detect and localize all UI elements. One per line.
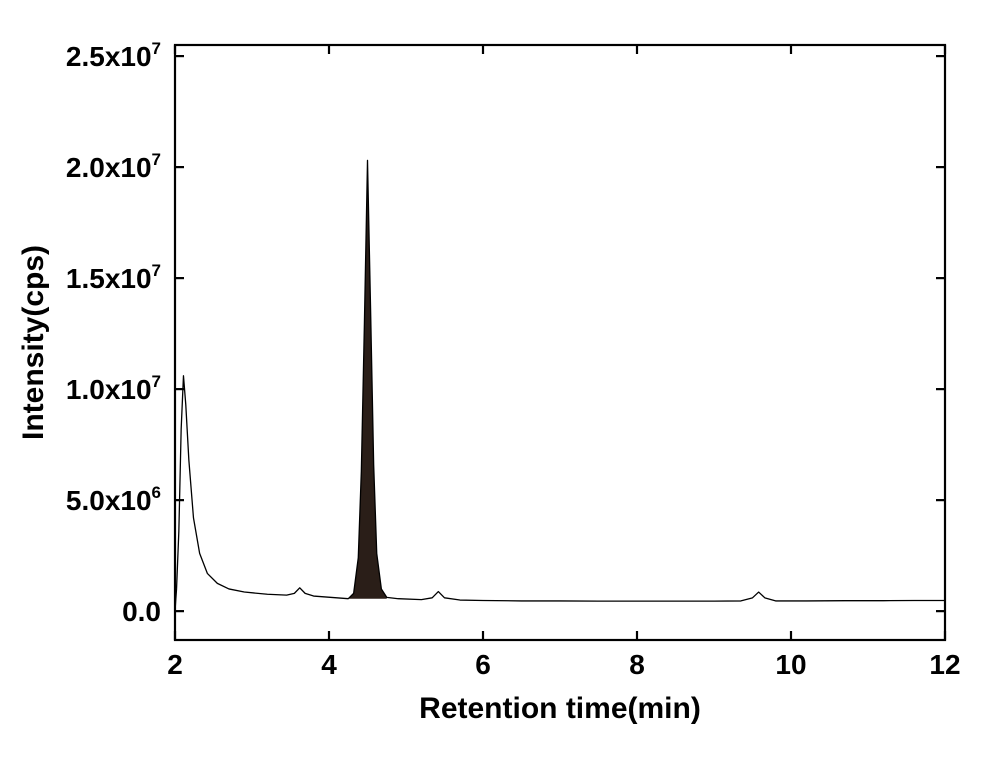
y-tick-label: 2.0x107 [66, 150, 161, 183]
x-tick-label: 12 [929, 649, 960, 680]
chart-svg: 2 4 6 8 10 12 0.0 5.0x106 1.0x107 1.5x107 2.0x107 2… [0, 0, 1000, 768]
x-axis-label: Retention time(min) [419, 692, 701, 725]
x-tick-label: 2 [167, 649, 183, 680]
x-tick-label: 8 [629, 649, 645, 680]
x-tick-label: 4 [321, 649, 337, 680]
y-tick-label: 2.5x107 [66, 39, 161, 72]
y-tick-label: 5.0x106 [66, 483, 161, 516]
chromatogram-chart: 2 4 6 8 10 12 0.0 5.0x106 1.0x107 1.5x107 2.0x107 2… [0, 0, 1000, 768]
y-tick-label: 0.0 [122, 596, 161, 627]
y-tick-label: 1.0x107 [66, 372, 161, 405]
y-axis-label: Intensity(cps) [17, 245, 50, 440]
y-tick-label: 1.5x107 [66, 261, 161, 294]
x-tick-label: 10 [775, 649, 806, 680]
x-tick-label: 6 [475, 649, 491, 680]
